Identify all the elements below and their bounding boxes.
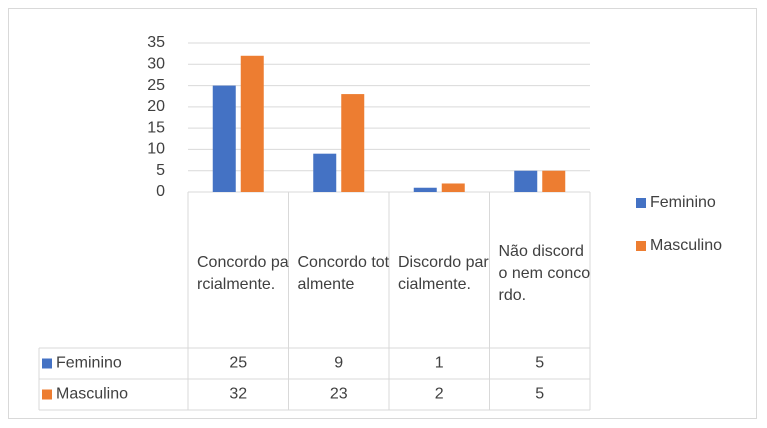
bar: [542, 170, 566, 192]
table-cell: 25: [229, 355, 247, 372]
y-tick-label: 5: [156, 162, 165, 179]
legend-key: [636, 198, 646, 208]
category-label: Concordo totalmente: [297, 254, 390, 293]
y-tick-label: 30: [147, 56, 165, 73]
bar: [441, 183, 465, 192]
table-cell: 5: [535, 386, 544, 403]
y-tick-label: 10: [147, 141, 165, 158]
legend-label: Feminino: [650, 194, 716, 211]
y-tick-label: 35: [147, 34, 165, 51]
table-cell: 1: [435, 355, 444, 372]
y-tick-label: 20: [147, 98, 165, 115]
table-legend-key: [42, 389, 52, 400]
category-label: Concordo parcialmente.: [197, 254, 289, 293]
table-row-label: Masculino: [56, 386, 128, 403]
bar: [313, 153, 337, 192]
bar: [413, 187, 437, 192]
bar: [240, 55, 264, 193]
table-cell: 2: [435, 386, 444, 403]
category-label: Não discordo nem concordo.: [498, 243, 591, 304]
table-cell: 5: [535, 355, 544, 372]
y-tick-label: 15: [147, 119, 165, 136]
table-cell: 9: [334, 355, 343, 372]
bar: [212, 85, 236, 192]
category-label: Discordo parcialmente.: [398, 254, 489, 293]
table-cell: 32: [229, 386, 247, 403]
bar: [341, 94, 365, 192]
table-legend-key: [42, 358, 52, 369]
table-cell: 23: [330, 386, 348, 403]
y-tick-label: 0: [156, 183, 165, 200]
chart-border: [8, 8, 757, 419]
bar: [514, 170, 538, 192]
table-row-label: Feminino: [56, 355, 122, 372]
legend-label: Masculino: [650, 237, 722, 254]
y-tick-label: 25: [147, 77, 165, 94]
legend-key: [636, 241, 646, 251]
